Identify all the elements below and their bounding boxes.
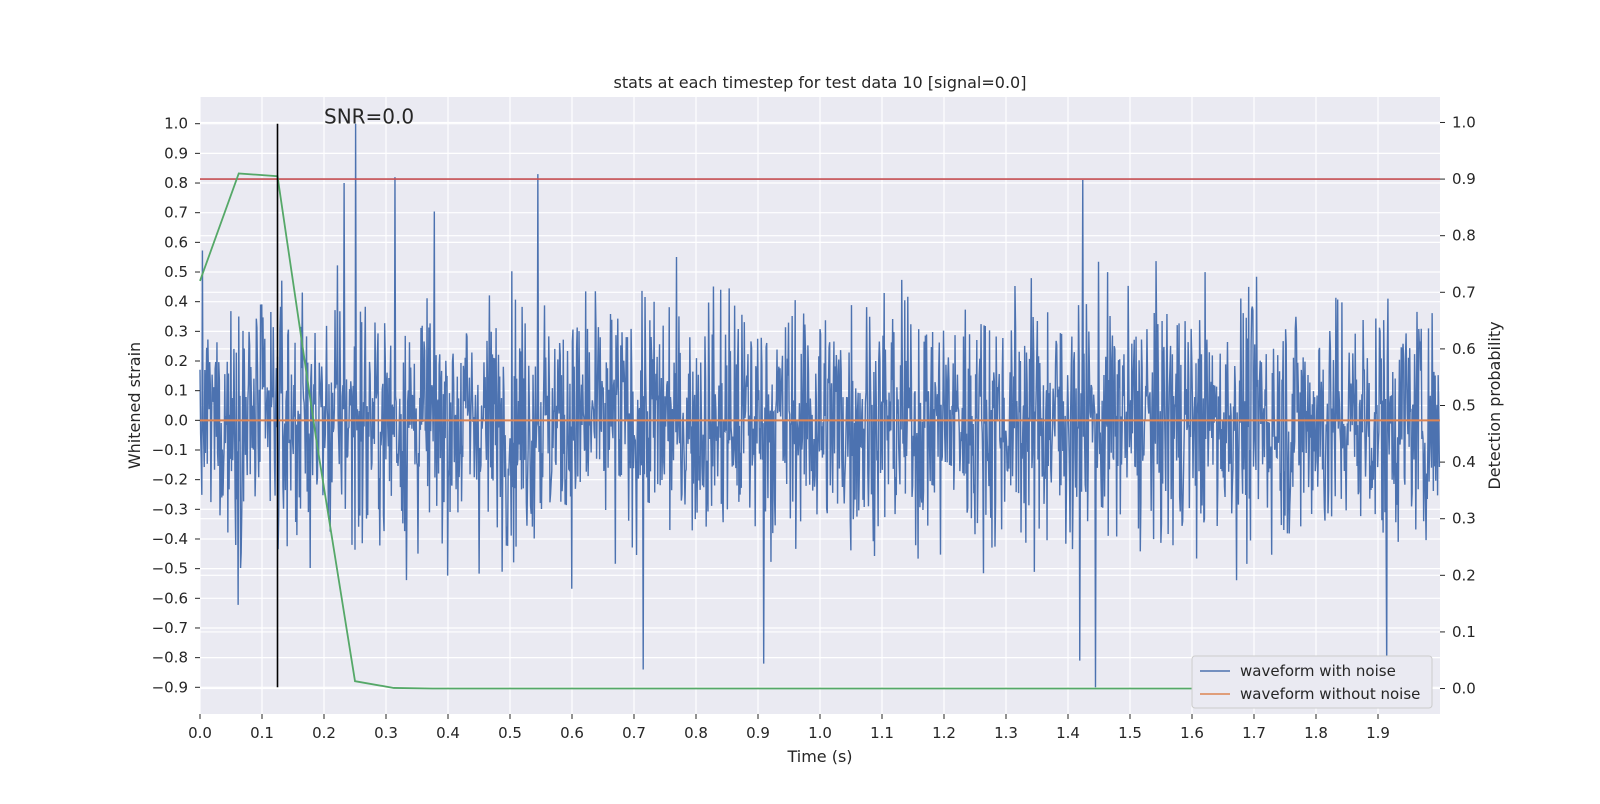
y-right-tick-label: 0.0 [1452, 680, 1476, 698]
y-left-tick-label: 1.0 [164, 115, 188, 133]
y-right-tick-label: 0.8 [1452, 227, 1476, 245]
y-axis-left-label: Whitened strain [125, 342, 144, 469]
x-tick-label: 0.6 [560, 724, 584, 742]
grid-layer [199, 97, 1440, 714]
chart-title: stats at each timestep for test data 10 … [614, 73, 1027, 92]
y-left-tick-label: 0.8 [164, 174, 188, 192]
x-tick-label: 1.7 [1242, 724, 1266, 742]
y-left-tick-label: 0.1 [164, 382, 188, 400]
x-tick-label: 0.1 [250, 724, 274, 742]
y-right-tick-label: 1.0 [1452, 113, 1476, 131]
x-tick-label: 1.6 [1180, 724, 1204, 742]
x-tick-label: 0.2 [312, 724, 336, 742]
snr-annotation: SNR=0.0 [324, 105, 414, 129]
y-right-tick-label: 0.7 [1452, 283, 1476, 301]
y-left-tick-label: 0.5 [164, 263, 188, 281]
x-tick-label: 1.3 [994, 724, 1018, 742]
x-tick-label: 0.4 [436, 724, 460, 742]
legend-label-clean: waveform without noise [1240, 685, 1420, 703]
y-left-tick-label: 0.6 [164, 233, 188, 251]
y-right-tick-label: 0.3 [1452, 510, 1476, 528]
y-right-tick-label: 0.5 [1452, 397, 1476, 415]
y-left-tick-label: 0.7 [164, 204, 188, 222]
y-left-tick-label: −0.7 [152, 619, 188, 637]
legend-label-noise: waveform with noise [1240, 662, 1396, 680]
x-tick-label: 1.8 [1304, 724, 1328, 742]
y-axis-right-label: Detection probability [1485, 321, 1504, 489]
legend: waveform with noise waveform without noi… [1191, 655, 1433, 709]
y-left-tick-label: −0.6 [152, 589, 188, 607]
series-waveform-with-noise [199, 123, 1441, 688]
y-left-tick-label: 0.4 [164, 293, 188, 311]
y-left-tick-label: 0.2 [164, 352, 188, 370]
x-tick-label: 1.2 [932, 724, 956, 742]
y-left-tick-label: −0.1 [152, 441, 188, 459]
legend-box [1191, 655, 1433, 709]
axes-layer: 0.0 0.1 0.2 0.3 0.4 0.5 0.6 0.7 0.8 0.9 1.0 1.1 1.2 1… [152, 113, 1476, 742]
x-tick-label: 0.3 [374, 724, 398, 742]
y-left-tick-label: −0.2 [152, 471, 188, 489]
series-layer [199, 123, 1441, 690]
x-tick-label: 0.9 [746, 724, 770, 742]
x-tick-label: 1.1 [870, 724, 894, 742]
x-tick-label: 0.7 [622, 724, 646, 742]
x-tick-label: 1.4 [1056, 724, 1080, 742]
y-left-tick-label: 0.0 [164, 411, 188, 429]
x-tick-label: 0.5 [498, 724, 522, 742]
x-tick-label: 1.5 [1118, 724, 1142, 742]
y-left-tick-label: −0.3 [152, 500, 188, 518]
y-left-tick-label: 0.9 [164, 144, 188, 162]
y-left-tick-label: −0.5 [152, 560, 188, 578]
y-left-tick-label: −0.8 [152, 649, 188, 667]
x-tick-label: 0.8 [684, 724, 708, 742]
y-right-tick-label: 0.6 [1452, 340, 1476, 358]
y-right-tick-label: 0.2 [1452, 566, 1476, 584]
x-axis-label: Time (s) [786, 747, 852, 766]
x-tick-label: 1.0 [808, 724, 832, 742]
series-detection-probability [199, 172, 1402, 690]
y-left-tick-label: −0.4 [152, 530, 188, 548]
x-tick-label: 0.0 [188, 724, 212, 742]
y-right-tick-label: 0.9 [1452, 170, 1476, 188]
y-left-tick-label: 0.3 [164, 322, 188, 340]
y-left-tick-label: −0.9 [152, 678, 188, 696]
y-right-tick-label: 0.4 [1452, 453, 1476, 471]
x-tick-label: 1.9 [1366, 724, 1390, 742]
y-right-tick-label: 0.1 [1452, 623, 1476, 641]
